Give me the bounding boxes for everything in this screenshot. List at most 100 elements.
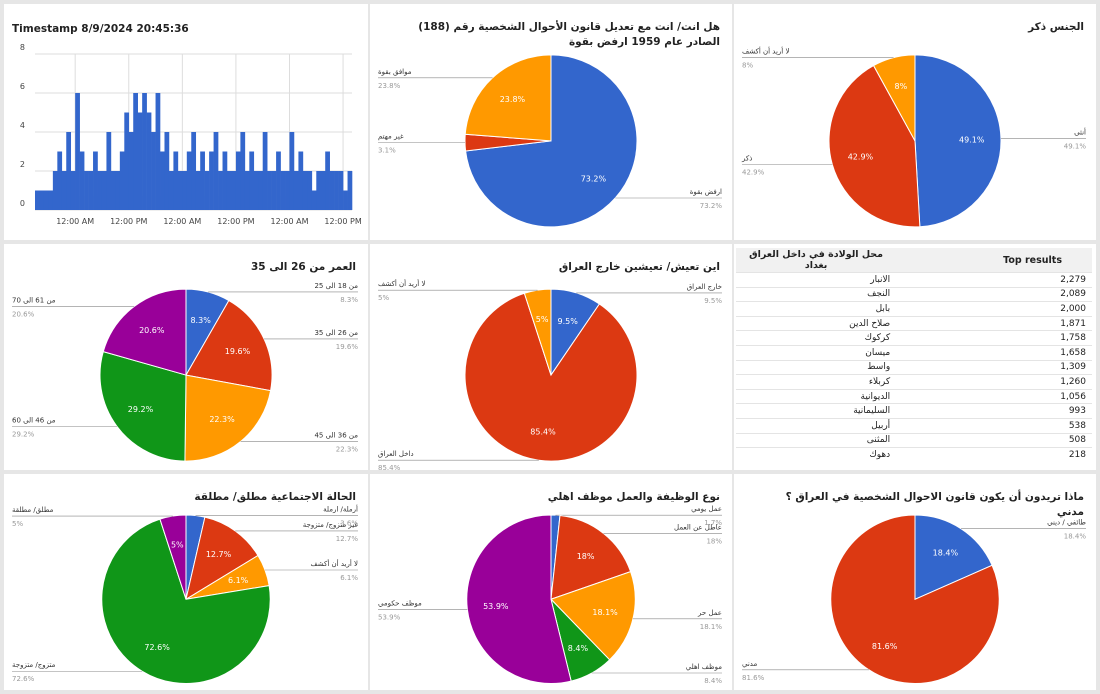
step-bar [240, 132, 246, 210]
step-bar [262, 132, 268, 210]
legend-percent: 3.6% [340, 520, 358, 528]
step-bar [160, 151, 165, 210]
place-name: السليمانية [736, 403, 897, 419]
legend-percent: 81.6% [742, 674, 765, 682]
pie-slice [185, 516, 259, 601]
step-bar [334, 171, 339, 210]
table-row: دهوك 218 [736, 447, 1092, 462]
count: 1,309 [896, 359, 1092, 375]
legend-percent: 5% [12, 520, 23, 528]
step-bar [101, 171, 107, 210]
slice-label: 49.1% [959, 135, 985, 144]
step-bar [271, 171, 277, 210]
legend-percent: 12.7% [336, 535, 359, 543]
step-bar [133, 93, 138, 210]
slice-label: 5% [536, 315, 549, 324]
legend-percent: 49.1% [1064, 142, 1087, 150]
step-bar [75, 93, 80, 210]
step-bar [249, 151, 255, 210]
step-bar [226, 171, 232, 210]
legend-percent: 18% [706, 537, 722, 545]
step-bar [302, 171, 308, 210]
step-bar [267, 171, 272, 210]
place-name: النجف [736, 286, 897, 302]
legend-label: متزوج/ متزوجة [12, 661, 56, 669]
place-name: ميسان [736, 344, 897, 361]
place-name: المثنى [736, 432, 897, 448]
legend-label: غير متزوج/ متزوجة [303, 521, 359, 529]
slice-label: 8% [895, 82, 908, 91]
step-bar [66, 132, 72, 210]
table-row: كربلاء 1,260 [736, 374, 1092, 390]
step-bar [343, 190, 348, 210]
pie-slice [550, 571, 636, 661]
slice-label: 5% [171, 540, 184, 549]
legend-label: لا أريد أن أكشف [378, 279, 425, 288]
legend-label: من 26 الى 35 [314, 329, 358, 337]
step-bar [285, 171, 290, 210]
slice-label: 29.2% [128, 405, 154, 414]
step-bar [213, 132, 219, 210]
legend-label: موافق بقوة [378, 68, 412, 76]
legend-label: من 61 الى 70 [12, 296, 56, 304]
x-tick-label: 12:00 AM [271, 217, 309, 226]
step-bar [88, 171, 94, 210]
table-row: المثنى 508 [736, 432, 1092, 448]
pie-slice [102, 288, 187, 376]
place-name: أربيل [736, 417, 897, 434]
legend-label: غير مهتم [378, 133, 404, 141]
legend-label: ذكر [741, 155, 752, 163]
slice-label: 72.6% [144, 643, 170, 652]
slice-label: 73.2% [581, 175, 607, 184]
step-bar [200, 151, 205, 210]
legend-percent: 1.7% [704, 519, 722, 527]
place-name: كركوك [736, 330, 897, 346]
step-bar [195, 171, 201, 210]
pie-slice [830, 514, 1000, 685]
slice-label: 20.6% [139, 326, 165, 335]
slice-label: 85.4% [530, 427, 556, 436]
pie-slice [464, 54, 552, 142]
pie-slice [184, 374, 272, 462]
pie-slice [914, 514, 993, 601]
step-bar [93, 151, 98, 210]
step-bar [186, 151, 192, 210]
count: 2,279 [896, 272, 1092, 288]
count: 1,871 [896, 315, 1092, 331]
legend-label: عمل حر [697, 609, 722, 617]
x-tick-label: 12:00 AM [163, 217, 201, 226]
column-header: Top results [896, 248, 1092, 273]
chart-title: ماذا تريدون أن يكون قانون الاحوال الشخصي… [785, 491, 1084, 518]
x-tick-label: 12:00 AM [56, 217, 94, 226]
legend-percent: 3.1% [378, 147, 396, 155]
slice-label: 81.6% [872, 642, 898, 651]
place-name: بابل [736, 301, 897, 317]
step-bar [142, 93, 147, 210]
x-tick-label: 12:00 PM [110, 217, 147, 226]
table-row: كركوك 1,758 [736, 330, 1092, 346]
step-bar [155, 93, 161, 210]
step-bar [307, 171, 313, 210]
place-name: صلاح الدين [736, 315, 897, 331]
legend-label: عاطل عن العمل [674, 523, 722, 531]
table-row: الانبار 2,279 [736, 272, 1092, 288]
chart-title: اين تعيش/ تعيشين خارج العراق [558, 261, 720, 273]
step-bar [191, 132, 197, 210]
slice-label: 53.9% [483, 602, 509, 611]
slice-label: 18.1% [592, 608, 618, 617]
legend-label: من 18 الى 25 [314, 282, 358, 290]
table-row: واسط 1,309 [736, 359, 1092, 375]
step-bar [244, 171, 250, 210]
x-tick-label: 12:00 PM [324, 217, 361, 226]
step-bar [115, 171, 121, 210]
step-bar [280, 171, 286, 210]
place-name: واسط [736, 359, 897, 375]
step-bar [164, 132, 170, 210]
chart-title: الجنس ذكر [1028, 21, 1084, 33]
step-bar [119, 151, 125, 210]
x-tick-label: 12:00 PM [217, 217, 254, 226]
slice-label: 9.5% [558, 317, 579, 326]
pie-slice [99, 350, 187, 462]
step-bar [128, 132, 134, 210]
